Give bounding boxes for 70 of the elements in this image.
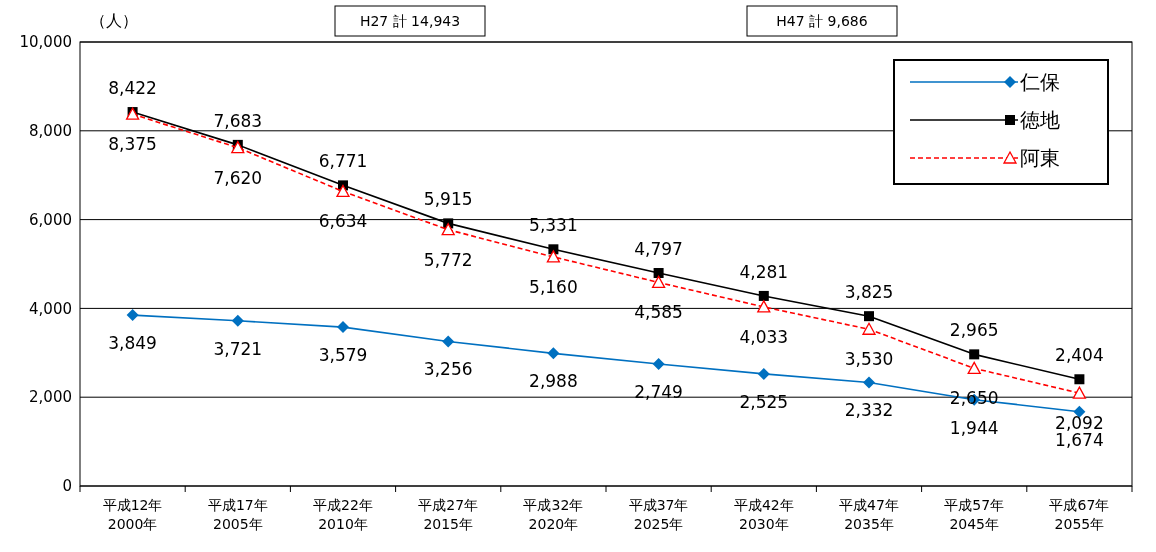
y-axis-title: （人） xyxy=(90,11,138,30)
point xyxy=(758,290,769,301)
legend-label: 仁保 xyxy=(1019,70,1060,94)
data-label: 4,033 xyxy=(739,326,789,347)
x-tick-label: 平成22年 2010年 xyxy=(313,497,373,532)
point xyxy=(1072,386,1087,399)
point xyxy=(864,311,874,322)
x-tick-label: 平成42年 2030年 xyxy=(733,497,794,532)
data-label: 2,332 xyxy=(844,400,894,421)
data-label: 6,771 xyxy=(318,151,368,172)
data-label: 8,375 xyxy=(108,134,157,155)
data-label: 8,422 xyxy=(108,78,157,99)
data-label: 5,331 xyxy=(529,215,578,236)
data-label: 2,404 xyxy=(1055,345,1104,366)
legend-label: 阿東 xyxy=(1020,146,1060,170)
data-label: 2,988 xyxy=(529,371,578,392)
point xyxy=(862,322,876,335)
data-label: 2,749 xyxy=(634,381,683,402)
data-label: 7,620 xyxy=(213,167,263,188)
data-label: 3,579 xyxy=(318,345,368,366)
data-label: 4,797 xyxy=(634,238,683,259)
x-tick-label: 平成67年 2055年 xyxy=(1049,497,1110,532)
x-tick-label: 平成57年 2045年 xyxy=(944,497,1005,532)
data-label: 3,530 xyxy=(844,349,894,370)
x-tick-label: 平成12年 2000年 xyxy=(102,497,163,532)
point xyxy=(337,321,349,334)
y-tick-label: 4,000 xyxy=(29,299,72,318)
text: H27 計 14,943 xyxy=(359,12,461,29)
point xyxy=(442,335,455,348)
point xyxy=(653,268,664,279)
point xyxy=(757,300,771,313)
y-tick-label: 10,000 xyxy=(19,33,72,52)
point xyxy=(231,314,244,327)
point xyxy=(969,349,980,360)
data-label: 7,683 xyxy=(213,110,263,131)
x-tick-label: 平成17年 2005年 xyxy=(207,497,268,532)
data-label: 5,772 xyxy=(423,249,473,270)
data-label: 4,281 xyxy=(739,261,789,282)
x-tick-label: 平成47年 2035年 xyxy=(839,497,899,532)
data-label: 2,525 xyxy=(739,391,789,412)
point xyxy=(547,347,560,360)
data-label: 3,721 xyxy=(213,338,263,359)
point xyxy=(336,184,350,198)
y-tick-label: 0 xyxy=(62,477,72,496)
point xyxy=(1074,374,1085,385)
y-tick-label: 8,000 xyxy=(29,122,72,141)
point xyxy=(441,223,455,236)
data-label: 3,256 xyxy=(423,359,473,380)
y-tick-label: 2,000 xyxy=(29,388,72,407)
data-label: 2,965 xyxy=(949,320,999,341)
point xyxy=(651,275,666,289)
point xyxy=(863,376,875,389)
point xyxy=(546,250,561,263)
data-label: 5,915 xyxy=(423,189,473,210)
legend-label: 徳地 xyxy=(1020,108,1060,132)
x-tick-label: 平成27年 2015年 xyxy=(418,497,479,532)
x-tick-label: 平成32年 2020年 xyxy=(523,497,584,532)
data-label: 1,944 xyxy=(949,417,999,438)
point xyxy=(231,141,245,154)
y-tick-label: 6,000 xyxy=(29,210,72,229)
point xyxy=(967,361,981,374)
data-label: 5,160 xyxy=(529,276,578,297)
text: H47 計 9,686 xyxy=(776,12,868,29)
data-label: 3,825 xyxy=(844,282,894,303)
point xyxy=(126,309,139,322)
point xyxy=(652,357,665,370)
x-tick-label: 平成37年 2025年 xyxy=(628,497,689,532)
point xyxy=(757,367,770,380)
data-label: 2,092 xyxy=(1055,413,1104,434)
data-label: 3,849 xyxy=(108,333,157,354)
